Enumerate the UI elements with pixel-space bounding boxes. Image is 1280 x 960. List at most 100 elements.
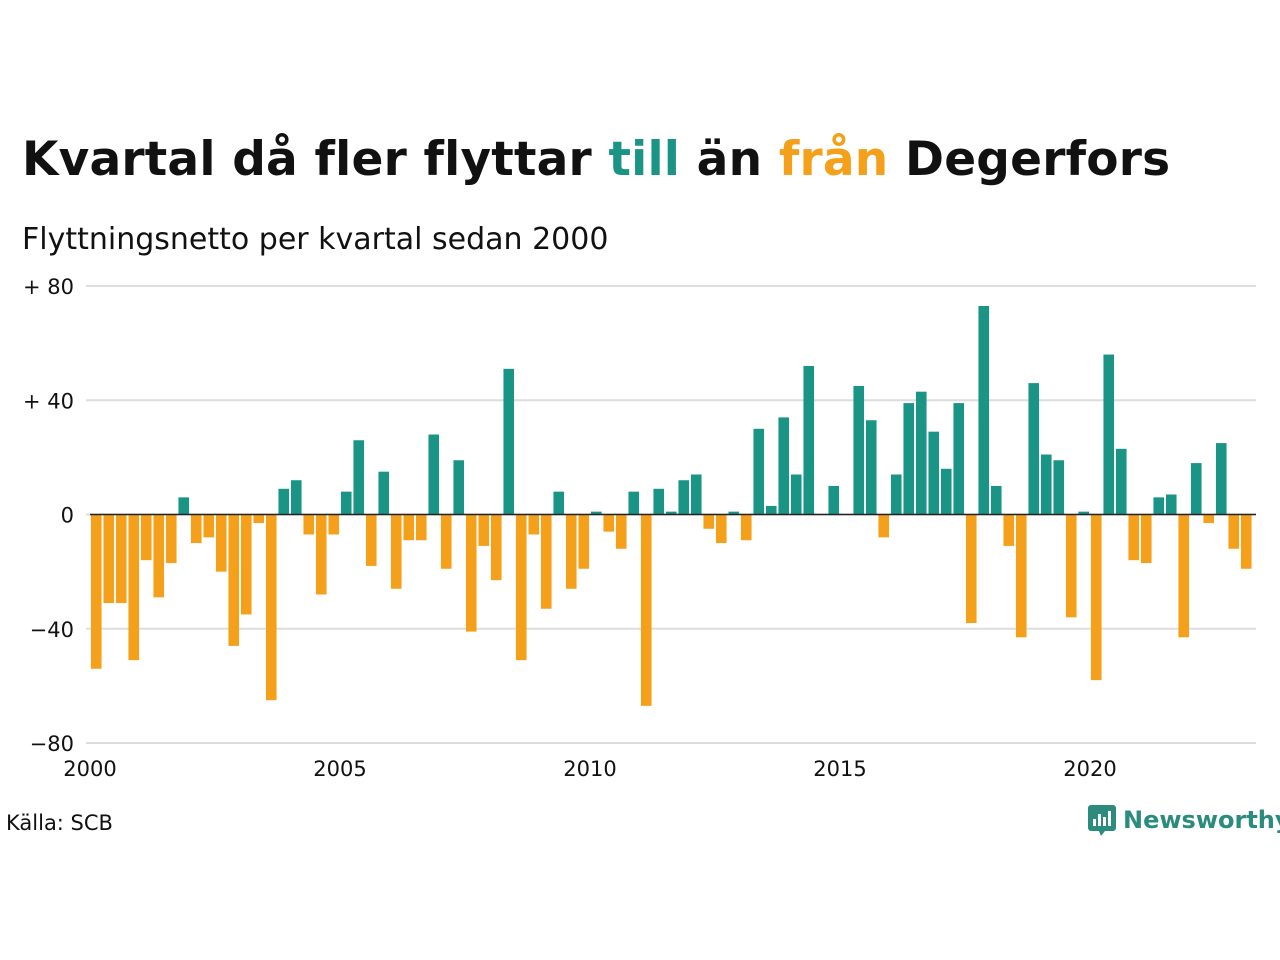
bar xyxy=(528,514,540,535)
bar xyxy=(328,514,340,535)
bar xyxy=(653,488,665,515)
bar xyxy=(165,514,177,564)
bar xyxy=(1103,354,1115,515)
bar xyxy=(1053,460,1065,515)
bar xyxy=(115,514,127,604)
bar xyxy=(203,514,215,538)
y-tick-label: −40 xyxy=(30,618,74,642)
bar xyxy=(765,505,777,515)
x-tick-label: 2000 xyxy=(63,757,116,781)
bar xyxy=(778,417,790,515)
bar xyxy=(278,488,290,515)
title-part-3: Degerfors xyxy=(888,132,1171,187)
y-tick-label: 0 xyxy=(61,504,74,528)
bar xyxy=(315,514,327,595)
bar xyxy=(1165,494,1177,515)
bar xyxy=(90,514,102,669)
bar xyxy=(490,514,502,581)
title-part-2: än xyxy=(680,132,779,187)
bar xyxy=(365,514,377,566)
chart-subtitle: Flyttningsnetto per kvartal sedan 2000 xyxy=(22,222,609,257)
y-tick-label: + 80 xyxy=(23,275,74,299)
brand-name: Newsworthy xyxy=(1123,806,1280,834)
bar xyxy=(628,491,640,515)
x-tick-label: 2005 xyxy=(313,757,366,781)
bar xyxy=(1028,383,1040,515)
bar xyxy=(940,468,952,515)
title-part-1: Kvartal då fler flyttar xyxy=(22,132,609,187)
bar xyxy=(465,514,477,632)
bar xyxy=(903,403,915,515)
bar xyxy=(390,514,402,589)
bar xyxy=(1090,514,1102,681)
bar xyxy=(1215,443,1227,515)
bar xyxy=(853,385,865,515)
bar xyxy=(515,514,527,661)
bar xyxy=(1140,514,1152,564)
bar xyxy=(340,491,352,515)
bar xyxy=(1115,448,1127,515)
bar xyxy=(928,431,940,515)
bar xyxy=(240,514,252,615)
bar xyxy=(403,514,415,541)
bar xyxy=(440,514,452,569)
bar xyxy=(703,514,715,529)
newsworthy-logo: Newsworthy xyxy=(1088,803,1280,837)
y-tick-label: + 40 xyxy=(23,389,74,413)
bar xyxy=(640,514,652,706)
bar xyxy=(128,514,140,661)
x-tick-label: 2020 xyxy=(1063,757,1116,781)
bar xyxy=(140,514,152,561)
x-tick-label: 2015 xyxy=(813,757,866,781)
bar xyxy=(290,480,302,515)
bar xyxy=(215,514,227,572)
bar xyxy=(715,514,727,544)
bar xyxy=(1040,454,1052,515)
title-word-out: från xyxy=(778,132,889,187)
bar xyxy=(453,460,465,515)
bar xyxy=(953,403,965,515)
bar xyxy=(590,511,602,515)
bar xyxy=(1128,514,1140,561)
bar xyxy=(678,480,690,515)
bar xyxy=(865,420,877,515)
bar xyxy=(153,514,165,598)
x-tick-label: 2010 xyxy=(563,757,616,781)
bar xyxy=(1015,514,1027,638)
bar xyxy=(178,497,190,515)
bar xyxy=(415,514,427,541)
bar xyxy=(1003,514,1015,546)
bar xyxy=(615,514,627,549)
bar xyxy=(565,514,577,589)
bar xyxy=(353,440,365,515)
bar xyxy=(1065,514,1077,618)
bar xyxy=(965,514,977,624)
bar xyxy=(228,514,240,646)
bar xyxy=(728,511,740,515)
bar xyxy=(578,514,590,569)
bar xyxy=(1078,511,1090,515)
title-word-in: till xyxy=(608,132,681,187)
bar xyxy=(828,485,840,515)
bar xyxy=(1153,497,1165,515)
source-note: Källa: SCB xyxy=(6,811,113,835)
bar xyxy=(915,391,927,515)
bar xyxy=(478,514,490,546)
bar xyxy=(990,485,1002,515)
bar xyxy=(753,428,765,515)
bar xyxy=(1178,514,1190,638)
bar xyxy=(978,305,990,515)
bar xyxy=(190,514,202,544)
bar xyxy=(1240,514,1252,569)
bar xyxy=(1228,514,1240,549)
bar xyxy=(690,474,702,515)
bar xyxy=(603,514,615,532)
bar xyxy=(378,471,390,515)
y-tick-label: −80 xyxy=(30,732,74,756)
bar xyxy=(665,511,677,515)
chart-title: Kvartal då fler flyttar till än från Deg… xyxy=(22,132,1170,187)
newsworthy-chart-icon xyxy=(1088,805,1116,836)
bar xyxy=(265,514,277,701)
bar xyxy=(428,434,440,515)
bar xyxy=(503,368,515,515)
